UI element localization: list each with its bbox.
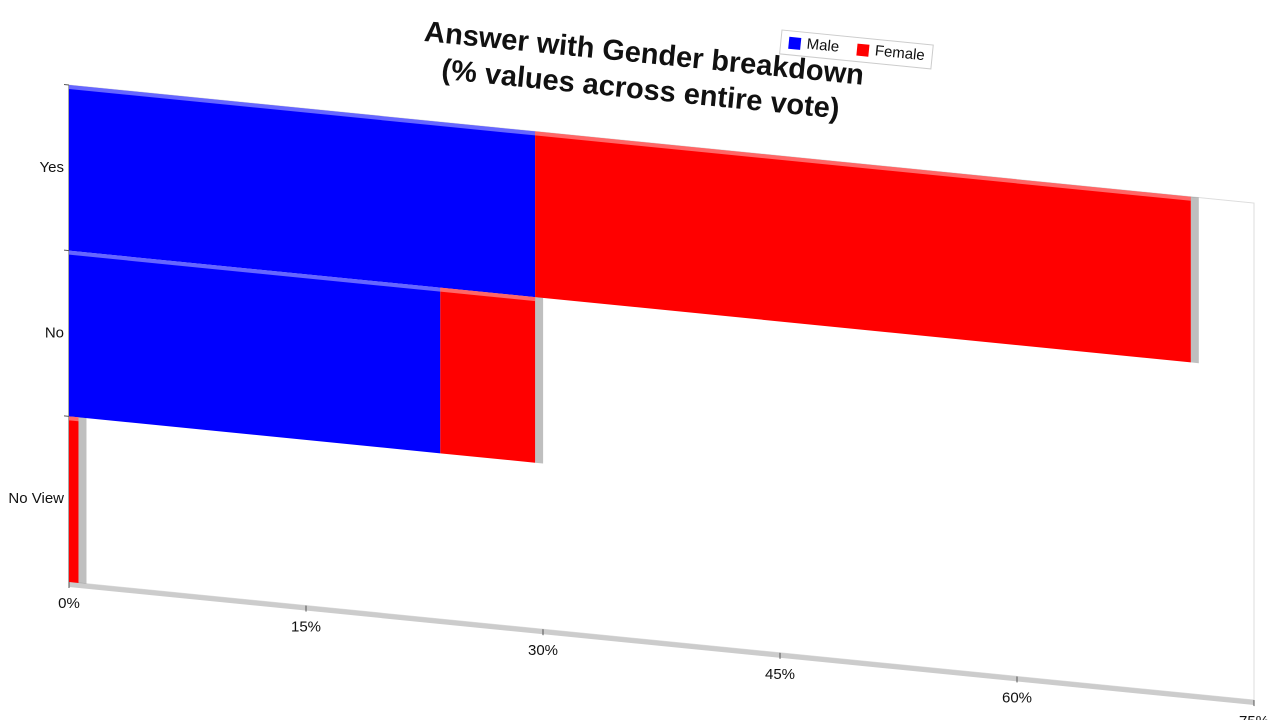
labels: 0% 15% 30% 45% 60% 75% Yes No No View [8, 159, 1269, 720]
x-tick-label: 60% [1002, 689, 1032, 706]
x-tick-label: 0% [58, 595, 80, 612]
bar-top [440, 287, 536, 302]
bar-side [78, 417, 87, 584]
x-axis-floor [69, 582, 1254, 706]
x-tick-label: 45% [765, 666, 795, 683]
legend-label: Male [806, 36, 840, 56]
x-tick-label: 75% [1239, 713, 1269, 720]
bar-side [1190, 196, 1199, 364]
bar [69, 85, 536, 298]
bar-top [69, 85, 536, 136]
bar [535, 131, 1191, 363]
bar [69, 250, 441, 454]
bar [440, 287, 536, 463]
legend: Male Female [779, 29, 934, 70]
bar-top [69, 250, 441, 292]
legend-swatch [856, 43, 870, 57]
y-tick-label: Yes [40, 159, 64, 176]
y-tick-label: No [45, 324, 64, 341]
bar [69, 416, 79, 583]
y-tick-label: No View [8, 490, 64, 507]
legend-label: Female [874, 42, 925, 64]
x-tick-label: 30% [528, 642, 558, 659]
legend-box [779, 29, 934, 70]
bar-top [535, 131, 1191, 201]
plot-area [64, 84, 1255, 707]
legend-swatch [788, 36, 802, 50]
bar-top [69, 416, 79, 422]
bar-side [535, 297, 544, 464]
x-tick-label: 15% [291, 619, 321, 636]
